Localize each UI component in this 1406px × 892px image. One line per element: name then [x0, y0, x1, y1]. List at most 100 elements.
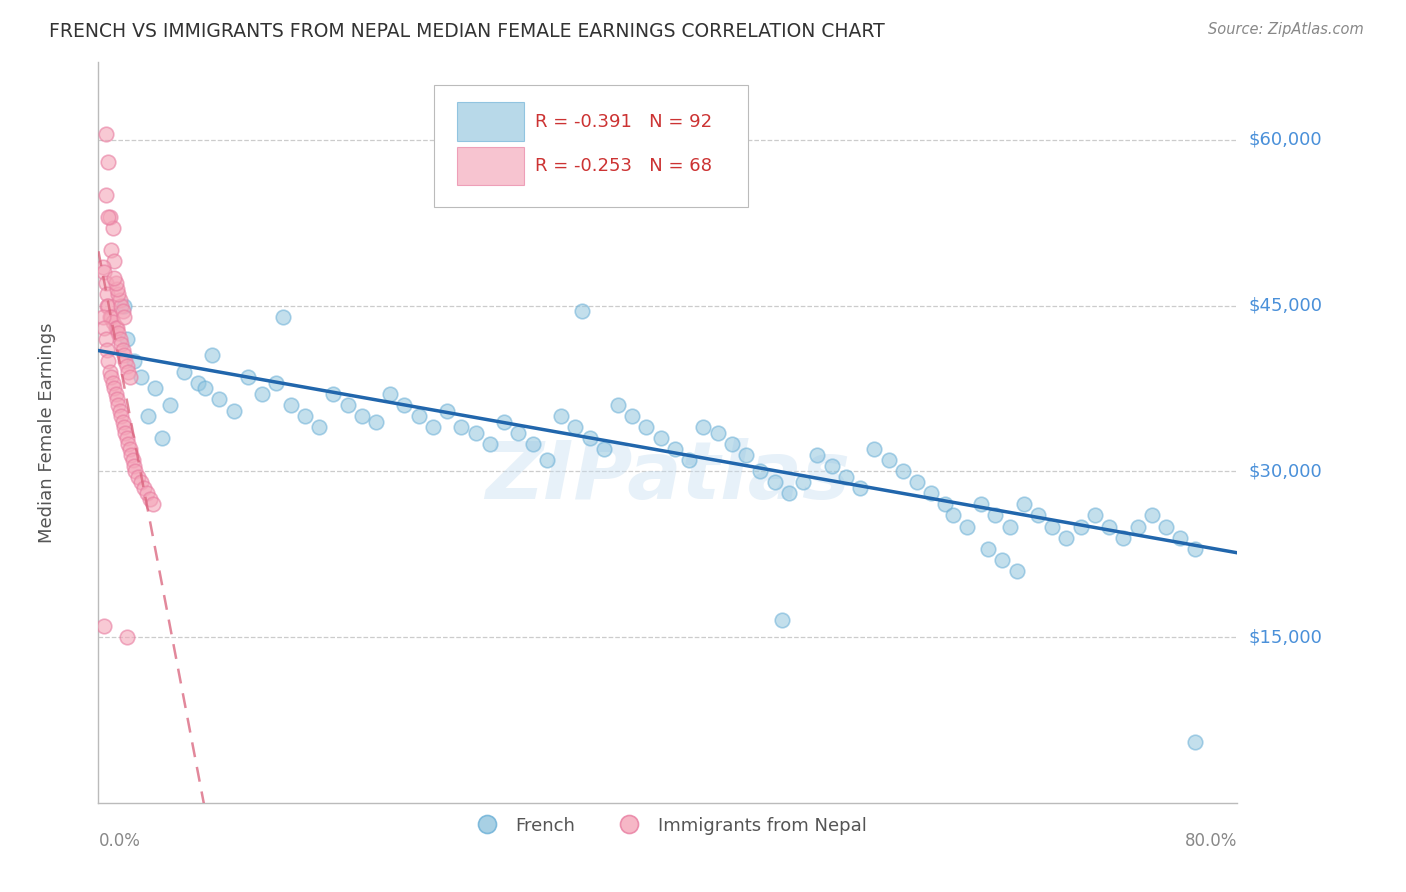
FancyBboxPatch shape — [434, 85, 748, 207]
Point — [145, 381, 167, 395]
Point — [111, 304, 134, 318]
Point — [877, 453, 900, 467]
Point — [101, 315, 124, 329]
Point — [664, 442, 686, 457]
Point — [103, 254, 125, 268]
Point — [977, 541, 1000, 556]
Point — [112, 310, 135, 324]
Point — [115, 431, 138, 445]
Point — [364, 415, 387, 429]
Point — [564, 420, 586, 434]
Point — [100, 310, 122, 324]
Point — [208, 392, 231, 407]
Point — [105, 320, 128, 334]
Point — [121, 453, 143, 467]
Point — [1012, 498, 1035, 512]
Point — [108, 293, 131, 307]
Point — [636, 420, 658, 434]
Text: $45,000: $45,000 — [1249, 296, 1323, 315]
Point — [508, 425, 530, 440]
Point — [770, 614, 793, 628]
Point — [98, 365, 121, 379]
Point — [94, 332, 117, 346]
Point — [749, 464, 772, 478]
Point — [735, 448, 758, 462]
Point — [129, 370, 152, 384]
Text: R = -0.253   N = 68: R = -0.253 N = 68 — [534, 157, 711, 175]
Point — [98, 210, 121, 224]
Point — [863, 442, 886, 457]
Text: $30,000: $30,000 — [1249, 462, 1322, 480]
Point — [138, 491, 160, 506]
Point — [1084, 508, 1107, 523]
Point — [115, 359, 138, 374]
Point — [97, 210, 120, 224]
Point — [678, 453, 700, 467]
Point — [96, 287, 118, 301]
Point — [110, 409, 132, 423]
Point — [135, 486, 157, 500]
Point — [450, 420, 472, 434]
Point — [117, 365, 139, 379]
Text: $15,000: $15,000 — [1249, 628, 1322, 646]
Point — [111, 343, 134, 357]
Point — [763, 475, 786, 490]
Point — [1140, 508, 1163, 523]
Point — [173, 365, 195, 379]
Point — [114, 353, 136, 368]
Point — [118, 370, 141, 384]
Point — [115, 332, 138, 346]
Point — [578, 431, 600, 445]
Point — [380, 387, 402, 401]
Text: Median Female Earnings: Median Female Earnings — [38, 322, 56, 543]
Point — [394, 398, 416, 412]
Text: ZIPatlas: ZIPatlas — [485, 438, 851, 516]
Point — [152, 431, 174, 445]
Text: R = -0.391   N = 92: R = -0.391 N = 92 — [534, 112, 711, 130]
Point — [1026, 508, 1049, 523]
Point — [1098, 519, 1121, 533]
Point — [692, 420, 714, 434]
Point — [103, 271, 125, 285]
Point — [522, 436, 544, 450]
Point — [820, 458, 842, 473]
Legend: French, Immigrants from Nepal: French, Immigrants from Nepal — [461, 809, 875, 842]
Point — [336, 398, 359, 412]
Point — [650, 177, 672, 191]
Point — [96, 299, 118, 313]
Point — [1040, 519, 1063, 533]
Point — [107, 287, 129, 301]
Point — [721, 436, 744, 450]
Point — [96, 343, 118, 357]
Point — [294, 409, 316, 423]
Point — [112, 299, 135, 313]
Point — [112, 348, 135, 362]
Point — [105, 392, 128, 407]
Point — [1184, 735, 1206, 749]
Point — [806, 448, 828, 462]
Point — [93, 265, 115, 279]
Point — [1126, 519, 1149, 533]
Point — [942, 508, 965, 523]
Point — [436, 403, 458, 417]
Point — [600, 188, 623, 202]
Point — [1005, 564, 1028, 578]
FancyBboxPatch shape — [457, 147, 524, 186]
Point — [97, 154, 120, 169]
Point — [621, 409, 644, 423]
Point — [494, 415, 516, 429]
Point — [984, 508, 1007, 523]
Point — [98, 310, 121, 324]
Point — [110, 299, 132, 313]
Point — [111, 415, 134, 429]
Point — [115, 630, 138, 644]
Point — [350, 409, 373, 423]
Point — [122, 353, 145, 368]
Point — [920, 486, 942, 500]
Point — [1170, 531, 1192, 545]
Point — [201, 348, 224, 362]
Point — [1184, 541, 1206, 556]
Point — [141, 498, 163, 512]
FancyBboxPatch shape — [457, 103, 524, 141]
Point — [124, 464, 146, 478]
